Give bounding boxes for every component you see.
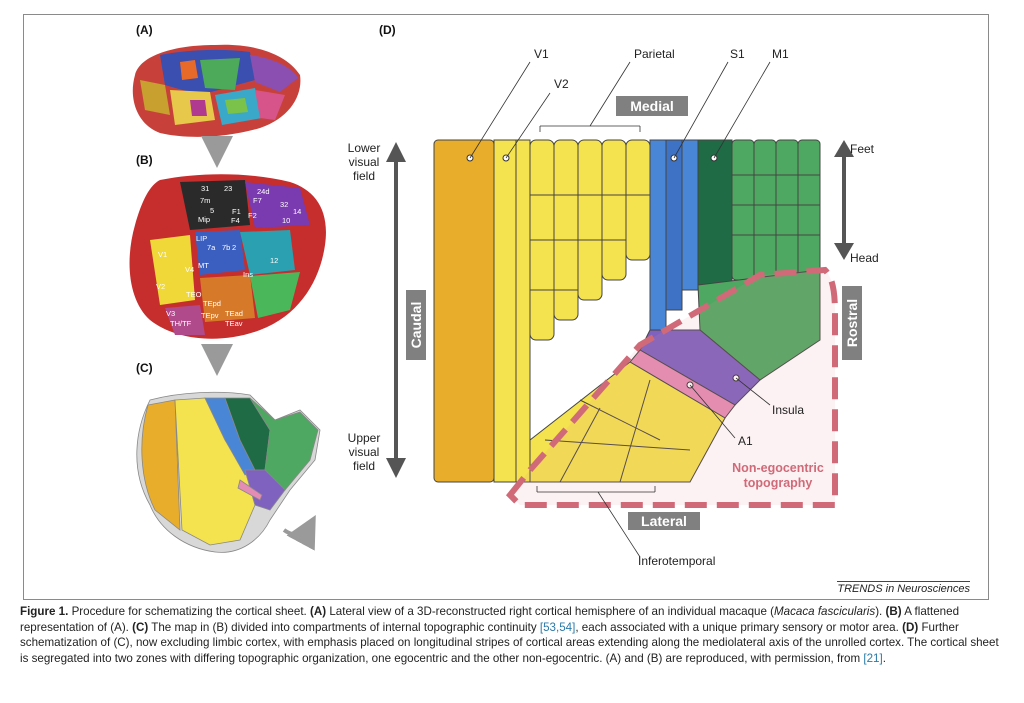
area-label: V2 [156, 282, 165, 291]
caption-text: The map in (B) divided into compartments… [151, 620, 537, 634]
area-label: 23 [224, 184, 232, 193]
schematic-cortex [433, 139, 821, 483]
m1-label: M1 [772, 47, 789, 61]
a1-label: A1 [738, 434, 753, 448]
parietal-label: Parietal [634, 47, 675, 61]
insula-label: Insula [772, 403, 804, 417]
area-label: 7a [207, 243, 216, 252]
upper-visual-field-label-2: visual [349, 445, 380, 459]
flat-map-area-labels: 31 23 7m F2 F1 F4 F7 24d 32 10 14 5 Mip … [156, 184, 301, 328]
caudal-box [406, 290, 426, 360]
area-label: V1 [158, 250, 167, 259]
area-label: MT [198, 261, 209, 270]
caption-text: Lateral view of a 3D-reconstructed right… [329, 605, 775, 618]
area-label: V3 [166, 309, 175, 318]
area-label: 10 [282, 216, 290, 225]
upper-visual-field-label-1: Upper [348, 431, 381, 445]
figure-illustration: 31 23 7m F2 F1 F4 F7 24d 32 10 14 5 Mip … [129, 44, 879, 568]
v1-label: V1 [534, 47, 549, 61]
area-label: F2 [248, 211, 257, 220]
caption-reference-link[interactable]: [53,54] [539, 620, 576, 634]
parietal-stripes [529, 139, 651, 341]
inferotemporal-fan [529, 361, 726, 483]
v2-stripe [493, 139, 517, 483]
panel-label-d: (D) [379, 23, 396, 37]
head-label: Head [850, 251, 879, 265]
v1-stripe [433, 139, 495, 483]
lower-visual-field-label-1: Lower [348, 141, 381, 155]
caption-text: , each associated with a unique primary … [575, 620, 899, 634]
medial-label: Medial [630, 98, 674, 114]
area-label: TEav [225, 319, 243, 328]
panel-label-c: (C) [136, 361, 153, 375]
area-label: V4 [185, 265, 194, 274]
area-label: LIP [196, 234, 207, 243]
caption-text: ). [875, 605, 883, 618]
caption-text: A flattened representation of (A). [20, 605, 960, 634]
v2-label: V2 [554, 77, 569, 91]
caption-lead: Figure 1. [20, 605, 69, 618]
rostral-motor-fan [697, 269, 821, 381]
lower-visual-field-label-2: visual [349, 155, 380, 169]
area-label: 32 [280, 200, 288, 209]
area-label: Ins [243, 270, 253, 279]
caption-text: Procedure for schematizing the cortical … [71, 605, 307, 618]
area-label: TEpd [203, 299, 221, 308]
inferotemporal-label: Inferotemporal [638, 554, 715, 568]
s1-stripes [649, 139, 699, 331]
lateral-box [628, 512, 700, 530]
area-label: 14 [293, 207, 301, 216]
caption-text: Further schematization of (C), now exclu… [20, 620, 999, 665]
caption-d: (D) [902, 620, 919, 634]
area-label: TH/TF [170, 319, 192, 328]
leader-lines [469, 61, 771, 558]
compartment-map-illustration [136, 391, 321, 553]
area-label: 12 [270, 256, 278, 265]
inferotemporal-grid [544, 379, 691, 483]
caption-b: (B) [885, 605, 902, 618]
credit-line: TRENDS in Neurosciences [837, 581, 970, 595]
non-egocentric-label-2: topography [744, 476, 813, 490]
area-label: 24d [257, 187, 270, 196]
caption-a: (A) [310, 605, 327, 618]
area-label: TEpv [201, 311, 219, 320]
figure-caption: Figure 1. Procedure for schematizing the… [20, 604, 1005, 666]
caudal-label: Caudal [408, 302, 424, 349]
area-label: 7b [222, 243, 230, 252]
lateral-label: Lateral [641, 513, 687, 529]
feet-head-arrow [834, 140, 854, 260]
lower-visual-field-label-3: field [353, 169, 375, 183]
area-label: 2 [232, 243, 236, 252]
area-label: 31 [201, 184, 209, 193]
flat-map-illustration [129, 174, 326, 339]
rostral-box [842, 286, 862, 360]
non-egocentric-zone [505, 266, 838, 508]
area-label: F1 [232, 207, 241, 216]
caption-reference-link[interactable]: [21] [863, 651, 883, 665]
panel-label-a: (A) [136, 23, 153, 37]
area-label: F4 [231, 216, 240, 225]
brain-3d-illustration [132, 44, 301, 137]
non-egocentric-label-1: Non-egocentric [732, 461, 824, 475]
v2-substripe [515, 139, 531, 483]
area-label: 5 [210, 206, 214, 215]
area-label: F7 [253, 196, 262, 205]
caption-c: (C) [132, 620, 149, 634]
panel-label-b: (B) [136, 153, 153, 167]
s1-label: S1 [730, 47, 745, 61]
area-label: TEO [186, 290, 202, 299]
rotation-arrow [282, 514, 316, 551]
medial-box [616, 96, 688, 116]
rostral-label: Rostral [844, 299, 860, 347]
caption-text: . [882, 651, 886, 665]
m1-stripes [697, 139, 821, 286]
area-label: 7m [200, 196, 210, 205]
feet-label: Feet [850, 142, 875, 156]
caption-species: Macaca fascicularis [774, 605, 876, 618]
area-label: TEad [225, 309, 243, 318]
upper-visual-field-label-3: field [353, 459, 375, 473]
area-label: Mip [198, 215, 210, 224]
caudal-axis-arrow [386, 142, 406, 478]
